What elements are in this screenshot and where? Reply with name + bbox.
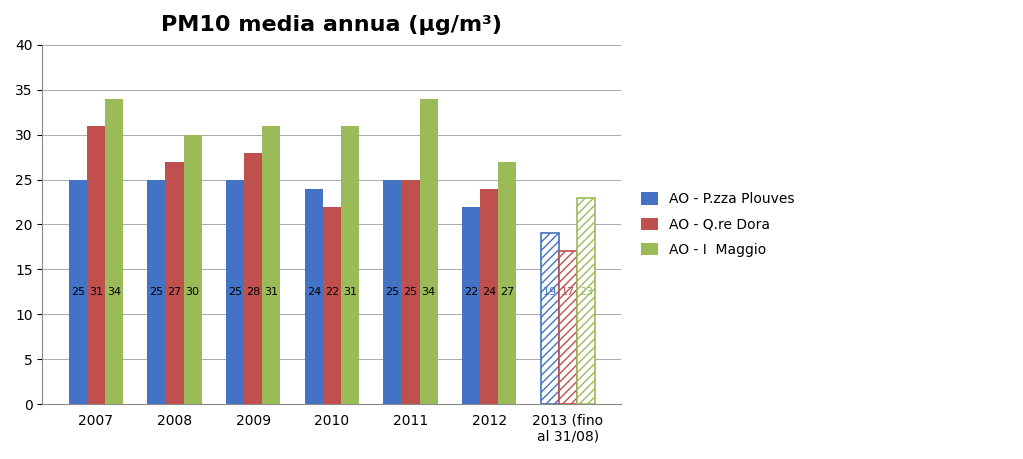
Bar [323,207,341,404]
Text: 28: 28 [247,287,260,297]
Text: 27: 27 [500,287,515,297]
Bar [384,179,401,404]
Bar [498,162,517,404]
Bar [577,197,595,404]
Bar [305,189,323,404]
Text: 22: 22 [464,287,478,297]
Bar [87,126,105,404]
Bar [559,252,577,404]
Bar [244,153,262,404]
Text: 34: 34 [106,287,121,297]
Bar [541,234,559,404]
Bar [147,179,166,404]
Legend: AO - P.zza Plouves, AO - Q.re Dora, AO - I  Maggio: AO - P.zza Plouves, AO - Q.re Dora, AO -… [634,185,801,263]
Bar [105,99,123,404]
Bar [183,134,202,404]
Text: 31: 31 [89,287,102,297]
Bar [69,179,87,404]
Text: 17: 17 [561,287,575,297]
Text: 25: 25 [228,287,242,297]
Text: 23: 23 [579,287,593,297]
Bar [341,126,359,404]
Text: 24: 24 [482,287,496,297]
Title: PM10 media annua (μg/m³): PM10 media annua (μg/m³) [162,15,502,35]
Bar [480,189,498,404]
Bar [226,179,244,404]
Bar [166,162,183,404]
Text: 31: 31 [264,287,278,297]
Bar [462,207,480,404]
Text: 24: 24 [307,287,321,297]
Text: 25: 25 [403,287,417,297]
Text: 31: 31 [343,287,357,297]
Text: 34: 34 [421,287,436,297]
Bar [419,99,438,404]
Text: 19: 19 [543,287,557,297]
Text: 25: 25 [71,287,85,297]
Bar [401,179,419,404]
Text: 25: 25 [149,287,164,297]
Text: 22: 22 [324,287,339,297]
Bar [262,126,280,404]
Text: 27: 27 [168,287,182,297]
Text: 30: 30 [185,287,199,297]
Text: 25: 25 [386,287,400,297]
